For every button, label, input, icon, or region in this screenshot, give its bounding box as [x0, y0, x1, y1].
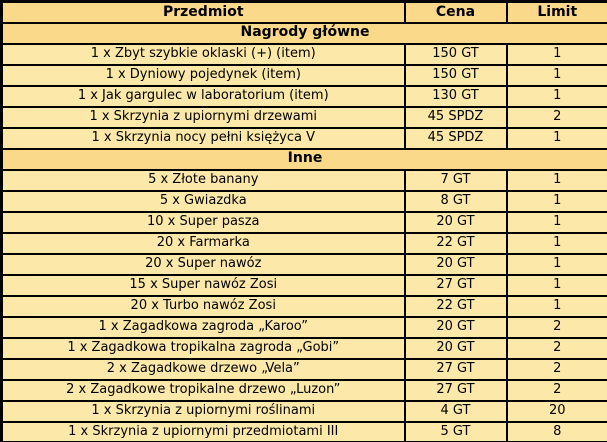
item-cell: 1 x Dyniowy pojedynek (item): [0, 63, 406, 87]
limit-cell: 2: [505, 357, 607, 381]
table-row: 2 x Zagadkowe tropikalne drzewo „Luzon” 2…: [0, 378, 607, 402]
table-row: 1 x Skrzynia nocy pełni księżyca V 45 SPD…: [0, 126, 607, 150]
price-cell: 45 SPDZ: [403, 126, 508, 150]
table-row: 20 x Super nawóz 20 GT 1: [0, 252, 607, 276]
table-row: 1 x Skrzynia z upiornymi przedmiotami II…: [0, 420, 607, 442]
limit-cell: 1: [505, 252, 607, 276]
limit-cell: 20: [505, 399, 607, 423]
price-cell: 8 GT: [403, 189, 508, 213]
item-cell: 1 x Skrzynia nocy pełni księżyca V: [0, 126, 406, 150]
limit-cell: 1: [505, 84, 607, 108]
limit-cell: 8: [505, 420, 607, 442]
table-row: 5 x Gwiazdka 8 GT 1: [0, 189, 607, 213]
limit-cell: 1: [505, 231, 607, 255]
limit-cell: 1: [505, 294, 607, 318]
table-row: 1 x Jak gargulec w laboratorium (item) 13…: [0, 84, 607, 108]
price-cell: 150 GT: [403, 63, 508, 87]
price-cell: 27 GT: [403, 378, 508, 402]
item-cell: 1 x Zagadkowa zagroda „Karoo”: [0, 315, 406, 339]
price-cell: 20 GT: [403, 252, 508, 276]
limit-cell: 1: [505, 210, 607, 234]
price-cell: 7 GT: [403, 168, 508, 192]
table-body: Nagrody główne 1 x Zbyt szybkie oklaski (…: [0, 21, 607, 442]
item-cell: 2 x Zagadkowe tropikalne drzewo „Luzon”: [0, 378, 406, 402]
item-cell: 1 x Skrzynia z upiornymi roślinami: [0, 399, 406, 423]
item-cell: 5 x Gwiazdka: [0, 189, 406, 213]
section-title: Inne: [0, 147, 607, 171]
section-title: Nagrody główne: [0, 21, 607, 45]
table-row: 2 x Zagadkowe drzewo „Vela” 27 GT 2: [0, 357, 607, 381]
limit-cell: 1: [505, 63, 607, 87]
price-cell: 4 GT: [403, 399, 508, 423]
limit-cell: 2: [505, 336, 607, 360]
table-row: 20 x Farmarka 22 GT 1: [0, 231, 607, 255]
table-row: 1 x Dyniowy pojedynek (item) 150 GT 1: [0, 63, 607, 87]
price-cell: 22 GT: [403, 231, 508, 255]
item-cell: 2 x Zagadkowe drzewo „Vela”: [0, 357, 406, 381]
table-row: 20 x Turbo nawóz Zosi 22 GT 1: [0, 294, 607, 318]
item-cell: 1 x Zbyt szybkie oklaski (+) (item): [0, 42, 406, 66]
table-row: 1 x Skrzynia z upiornymi drzewami 45 SPDZ…: [0, 105, 607, 129]
header-row: Przedmiot Cena Limit: [0, 0, 607, 24]
table-row: 1 x Zagadkowa tropikalna zagroda „Gobi” 2…: [0, 336, 607, 360]
item-cell: 1 x Zagadkowa tropikalna zagroda „Gobi”: [0, 336, 406, 360]
price-cell: 45 SPDZ: [403, 105, 508, 129]
limit-cell: 2: [505, 378, 607, 402]
table-row: 10 x Super pasza 20 GT 1: [0, 210, 607, 234]
limit-cell: 1: [505, 273, 607, 297]
price-cell: 27 GT: [403, 273, 508, 297]
price-cell: 20 GT: [403, 336, 508, 360]
table-row: 15 x Super nawóz Zosi 27 GT 1: [0, 273, 607, 297]
limit-cell: 1: [505, 189, 607, 213]
limit-cell: 2: [505, 315, 607, 339]
item-cell: 20 x Farmarka: [0, 231, 406, 255]
price-cell: 130 GT: [403, 84, 508, 108]
column-header-limit: Limit: [505, 0, 607, 24]
table-row: 1 x Zbyt szybkie oklaski (+) (item) 150 G…: [0, 42, 607, 66]
section-row: Inne: [0, 147, 607, 171]
item-cell: 20 x Super nawóz: [0, 252, 406, 276]
price-cell: 150 GT: [403, 42, 508, 66]
item-cell: 5 x Złote banany: [0, 168, 406, 192]
table-row: 5 x Złote banany 7 GT 1: [0, 168, 607, 192]
item-cell: 10 x Super pasza: [0, 210, 406, 234]
price-cell: 20 GT: [403, 315, 508, 339]
limit-cell: 1: [505, 126, 607, 150]
price-cell: 27 GT: [403, 357, 508, 381]
table-row: 1 x Zagadkowa zagroda „Karoo” 20 GT 2: [0, 315, 607, 339]
item-cell: 20 x Turbo nawóz Zosi: [0, 294, 406, 318]
item-cell: 1 x Skrzynia z upiornymi przedmiotami II…: [0, 420, 406, 442]
column-header-przedmiot: Przedmiot: [0, 0, 406, 24]
price-cell: 20 GT: [403, 210, 508, 234]
item-cell: 15 x Super nawóz Zosi: [0, 273, 406, 297]
item-cell: 1 x Skrzynia z upiornymi drzewami: [0, 105, 406, 129]
price-cell: 5 GT: [403, 420, 508, 442]
price-cell: 22 GT: [403, 294, 508, 318]
limit-cell: 1: [505, 42, 607, 66]
table-row: 1 x Skrzynia z upiornymi roślinami 4 GT 20: [0, 399, 607, 423]
item-cell: 1 x Jak gargulec w laboratorium (item): [0, 84, 406, 108]
section-row: Nagrody główne: [0, 21, 607, 45]
limit-cell: 2: [505, 105, 607, 129]
column-header-cena: Cena: [403, 0, 508, 24]
limit-cell: 1: [505, 168, 607, 192]
